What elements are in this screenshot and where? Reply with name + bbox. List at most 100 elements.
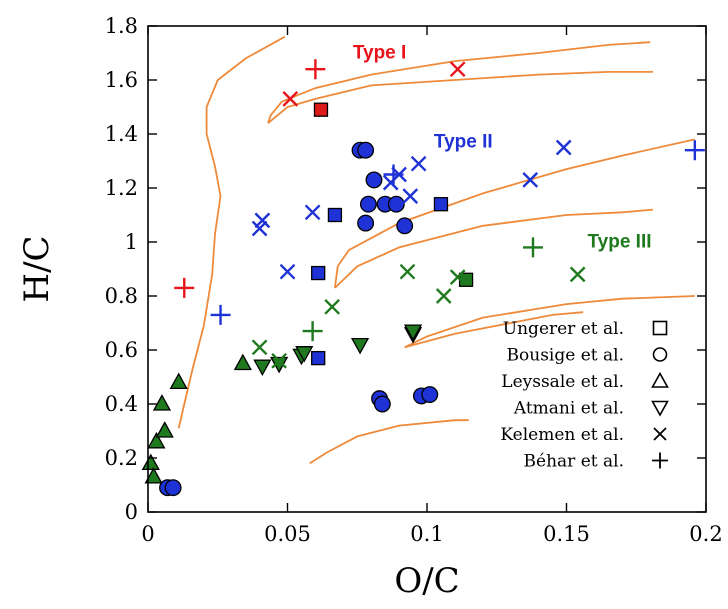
legend-swatch	[652, 320, 668, 336]
data-point	[383, 164, 404, 185]
data-point	[311, 350, 326, 366]
y-tick-label: 1.8	[105, 14, 138, 38]
x-tick-label: 0.1	[410, 522, 443, 546]
y-tick-label: 1.4	[105, 122, 138, 146]
data-point	[251, 339, 268, 356]
legend-swatch	[651, 371, 669, 388]
data-point	[449, 269, 466, 285]
data-point	[522, 172, 539, 188]
guide-curve	[267, 71, 653, 124]
legend-label: Ungerer et al.	[503, 319, 624, 339]
data-point	[410, 155, 427, 172]
legend-entry: Atmani et al.	[513, 399, 669, 419]
y-tick-label: 0	[125, 500, 138, 524]
region-labels: Type I Type II Type III	[353, 42, 652, 252]
data-points	[141, 59, 705, 497]
data-point	[449, 61, 466, 78]
legend-swatch	[652, 347, 668, 362]
y-axis-title: H/C	[17, 235, 57, 302]
legend-label: Atmani et al.	[513, 399, 624, 419]
legend-entry: Ungerer et al.	[503, 319, 668, 339]
data-point	[396, 217, 414, 235]
data-point	[174, 277, 195, 298]
data-point	[271, 352, 287, 369]
y-tick-label: 1.6	[105, 68, 138, 92]
guide-curves	[177, 36, 695, 465]
x-tick-label: 0.05	[264, 522, 311, 546]
data-point	[311, 265, 326, 281]
data-point	[305, 59, 326, 80]
data-point	[402, 188, 419, 204]
guide-curve	[334, 138, 695, 289]
data-point	[155, 421, 174, 438]
x-tick-label: 0.2	[689, 522, 722, 546]
guide-curve	[177, 36, 286, 429]
legend-swatch	[652, 452, 668, 469]
data-point	[324, 298, 340, 315]
data-point	[684, 140, 705, 161]
data-point	[433, 197, 449, 212]
data-point	[569, 266, 586, 283]
data-point	[523, 237, 544, 258]
data-point	[399, 263, 416, 280]
data-point	[435, 288, 452, 304]
legend-label: Kelemen et al.	[500, 425, 624, 445]
y-tick-label: 0.8	[105, 284, 138, 308]
data-point	[387, 195, 405, 213]
guide-curve	[404, 311, 584, 349]
legend-label: Bousige et al.	[507, 346, 624, 366]
legend-swatch	[651, 400, 669, 417]
data-point	[373, 395, 391, 413]
y-tick-label: 0.6	[105, 338, 138, 362]
data-point	[253, 359, 272, 377]
legend-label: Leyssale et al.	[501, 372, 624, 392]
data-point	[144, 467, 163, 484]
guide-curve	[267, 41, 651, 124]
guide-curve	[334, 208, 654, 289]
axis-ticks: 0 0.05 0.1 0.15 0.2 0 0.2 0.4 0.6 0.8 1 1.2 1.4 1.6 1.…	[105, 14, 723, 546]
data-point	[164, 479, 182, 497]
data-point	[421, 386, 439, 404]
guide-curve	[404, 295, 695, 349]
data-point	[403, 324, 423, 341]
guide-curve	[309, 419, 469, 465]
data-point	[233, 353, 252, 371]
data-point	[357, 214, 375, 232]
data-point	[357, 141, 375, 159]
x-axis-title: O/C	[394, 561, 459, 601]
x-tick-label: 0.15	[543, 522, 590, 546]
legend: Ungerer et al. Bousige et al. Leyssale et …	[500, 319, 669, 472]
data-point	[254, 212, 271, 229]
y-tick-label: 1.2	[105, 176, 138, 200]
legend-entry: Leyssale et al.	[501, 371, 669, 392]
region-label: Type I	[353, 42, 407, 63]
legend-entry: Kelemen et al.	[500, 425, 667, 445]
legend-swatch	[653, 427, 667, 441]
x-tick-label: 0	[141, 522, 154, 546]
legend-label: Béhar et al.	[524, 452, 624, 472]
y-tick-label: 1	[125, 230, 138, 254]
data-point	[365, 171, 383, 189]
data-point	[152, 394, 172, 411]
data-point	[302, 321, 323, 342]
y-tick-label: 0.4	[105, 392, 138, 416]
data-point	[295, 346, 314, 363]
legend-entry: Bousige et al.	[507, 346, 668, 366]
data-point	[327, 207, 343, 223]
data-point	[147, 431, 166, 449]
region-label: Type II	[434, 132, 493, 153]
data-point	[359, 195, 377, 213]
data-point	[313, 102, 329, 117]
y-tick-label: 0.2	[105, 446, 138, 470]
data-point	[555, 139, 572, 156]
data-point	[169, 372, 188, 390]
data-point	[304, 204, 321, 221]
data-point	[141, 453, 160, 471]
data-point	[279, 263, 296, 280]
legend-entry: Béhar et al.	[524, 452, 668, 472]
data-point	[350, 337, 370, 355]
data-point	[210, 304, 231, 325]
region-label: Type III	[587, 231, 651, 252]
data-point	[282, 91, 299, 107]
